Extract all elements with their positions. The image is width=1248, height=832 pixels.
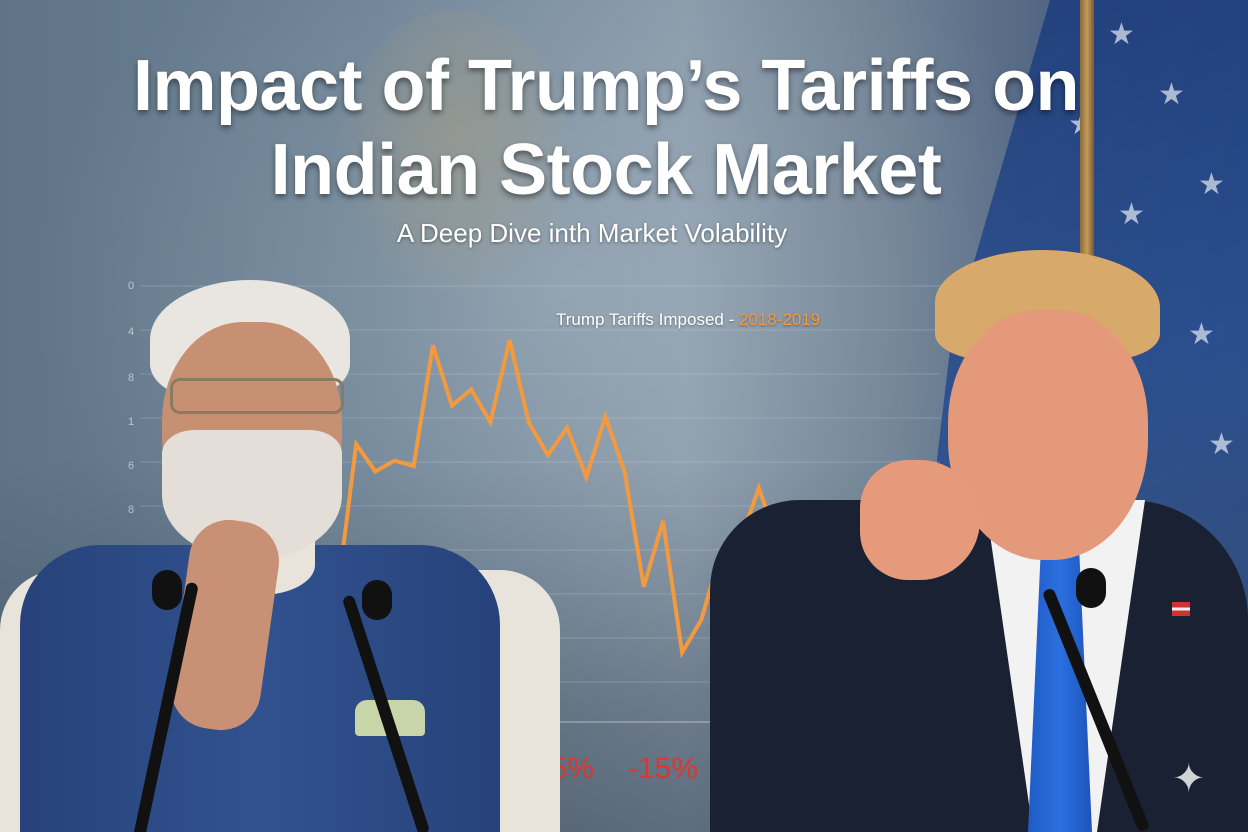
page-subtitle: A Deep Dive inth Market Volability [396,218,788,248]
y-tick-label: 1 [128,416,135,428]
title-line-2: Indian Stock Market [270,130,942,210]
flag-pole [1080,0,1094,260]
right-speaker-figure [700,250,1248,832]
y-tick-label: 4 [128,326,135,338]
y-tick-label: 8 [128,372,135,384]
face [948,310,1148,560]
flag-star-icon: ★ [1188,318,1215,351]
emblem-watermark [340,10,570,290]
flag-star-icon: ★ [1198,168,1225,201]
tariff-annotation: Trump Tariffs Imposed - 2018-2019 [556,310,820,330]
flag-star-icon: ★ [1208,428,1235,461]
flag-star-icon: ★ [1118,198,1145,231]
dark-suit [710,500,1248,832]
microphone-head [152,570,182,610]
microphone-head [362,580,392,620]
annotation-years: 2018-2019 [738,310,821,329]
glasses [170,378,344,414]
y-tick-label: 0 [128,280,135,292]
y-tick-label: 6 [128,460,135,472]
y-tick-label: 8 [128,504,135,516]
sparkle-icon: ✦ [1172,757,1206,801]
flag-pin-icon [1172,602,1190,616]
page-title: Impact of Trump’s Tariffs on Indian Stoc… [0,44,1212,212]
percent-label-negative: -15% [628,752,699,785]
flag-star-icon: ★ [1158,78,1185,111]
chart-series-line [335,339,780,659]
microphone-head [1076,568,1106,608]
left-speaker-figure [0,270,560,832]
flag-star-icon: ★ [1108,18,1135,51]
annotation-text: Trump Tariffs Imposed - [556,310,739,329]
title-line-1: Impact of Trump’s Tariffs on [132,46,1080,126]
